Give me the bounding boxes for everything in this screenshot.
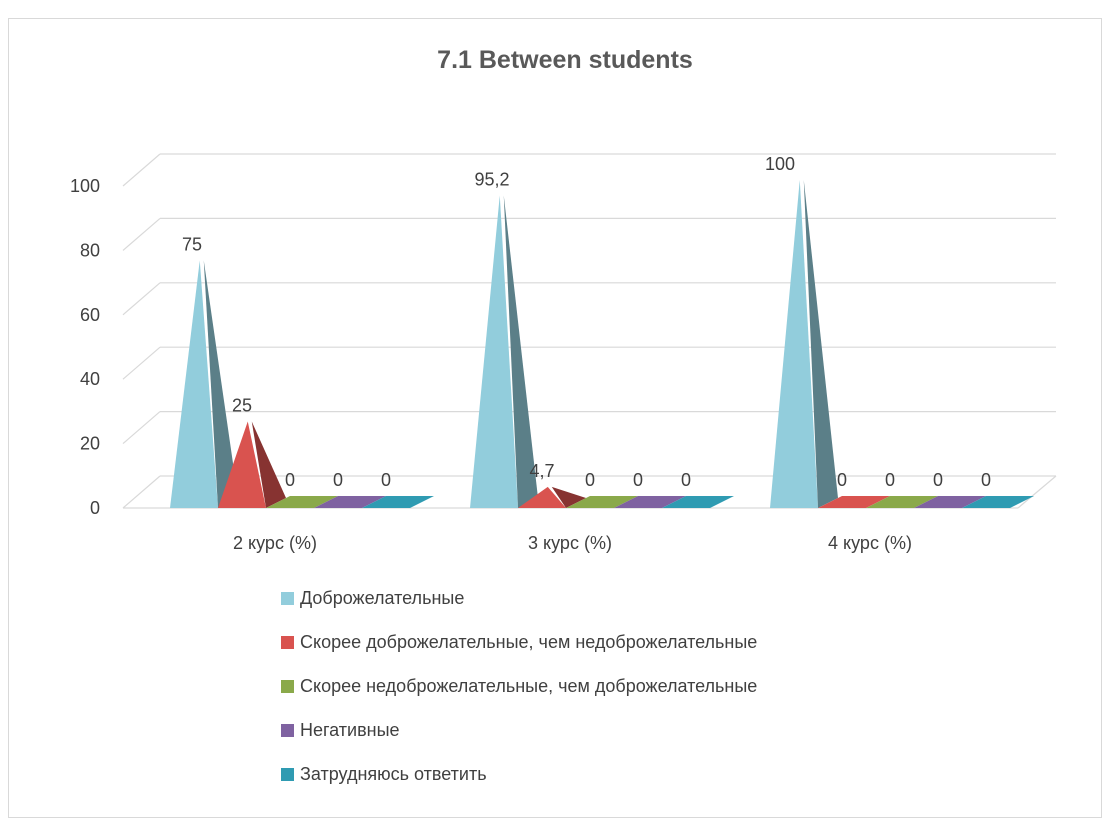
y-tick-label: 80 xyxy=(80,240,100,260)
data-label-0-4: 0 xyxy=(381,470,391,490)
bar-1-0 xyxy=(470,195,518,508)
bar-0-4 xyxy=(362,496,434,508)
x-axis: 2 курс (%) 3 курс (%) 4 курс (%) xyxy=(233,533,912,553)
legend-label: Скорее доброжелательные, чем недоброжела… xyxy=(300,632,757,652)
bar-2-0 xyxy=(770,180,818,508)
data-label-1-2: 0 xyxy=(585,470,595,490)
category-label: 3 курс (%) xyxy=(528,533,612,553)
legend-swatch xyxy=(281,592,294,605)
data-label-0-3: 0 xyxy=(333,470,343,490)
bar-side-0-1 xyxy=(251,421,286,508)
legend-swatch xyxy=(281,768,294,781)
gridline-depth xyxy=(122,346,161,380)
y-tick-label: 100 xyxy=(70,176,100,196)
gridline-depth xyxy=(122,475,161,509)
legend: Доброжелательные Скорее доброжелательные,… xyxy=(281,588,757,784)
bar-side-0-0 xyxy=(203,260,238,508)
category-label: 4 курс (%) xyxy=(828,533,912,553)
bar-0-0 xyxy=(170,260,218,508)
gridline-depth xyxy=(122,411,161,445)
y-axis: 0 20 40 60 80 100 xyxy=(70,176,100,518)
chart-title: 7.1 Between students xyxy=(437,46,693,74)
bar-side-1-0 xyxy=(503,195,538,508)
data-label-1-4: 0 xyxy=(681,470,691,490)
data-labels: 75 25 0 0 0 95,2 4,7 0 0 0 100 0 0 0 0 xyxy=(182,154,991,490)
data-label-0-1: 25 xyxy=(232,396,252,416)
bar-side-2-0 xyxy=(803,180,838,508)
y-tick-label: 60 xyxy=(80,305,100,325)
legend-label: Доброжелательные xyxy=(300,588,464,608)
data-label-1-0: 95,2 xyxy=(474,169,509,189)
data-label-2-3: 0 xyxy=(933,470,943,490)
data-label-2-1: 0 xyxy=(837,470,847,490)
y-tick-label: 0 xyxy=(90,498,100,518)
legend-label: Негативные xyxy=(300,720,400,740)
data-label-2-0: 100 xyxy=(765,154,795,174)
floor-right-edge xyxy=(1017,475,1057,509)
data-label-2-4: 0 xyxy=(981,470,991,490)
data-label-1-3: 0 xyxy=(633,470,643,490)
bar-side-1-1 xyxy=(551,486,586,508)
bar-1-1 xyxy=(518,486,566,508)
bar-0-1 xyxy=(218,421,266,508)
legend-swatch xyxy=(281,724,294,737)
bars-layer xyxy=(170,180,1034,508)
data-label-0-2: 0 xyxy=(285,470,295,490)
data-label-1-1: 4,7 xyxy=(529,461,554,481)
bar-2-4 xyxy=(962,496,1034,508)
y-tick-label: 20 xyxy=(80,434,100,454)
gridline-depth xyxy=(122,153,161,187)
data-label-0-0: 75 xyxy=(182,235,202,255)
bar-1-4 xyxy=(662,496,734,508)
legend-label: Затрудняюсь ответить xyxy=(300,764,487,784)
category-label: 2 курс (%) xyxy=(233,533,317,553)
data-label-2-2: 0 xyxy=(885,470,895,490)
gridline-depth xyxy=(122,217,161,251)
y-tick-label: 40 xyxy=(80,369,100,389)
legend-swatch xyxy=(281,636,294,649)
gridline-depth xyxy=(122,282,161,316)
legend-swatch xyxy=(281,680,294,693)
legend-label: Скорее недоброжелательные, чем доброжела… xyxy=(300,676,757,696)
